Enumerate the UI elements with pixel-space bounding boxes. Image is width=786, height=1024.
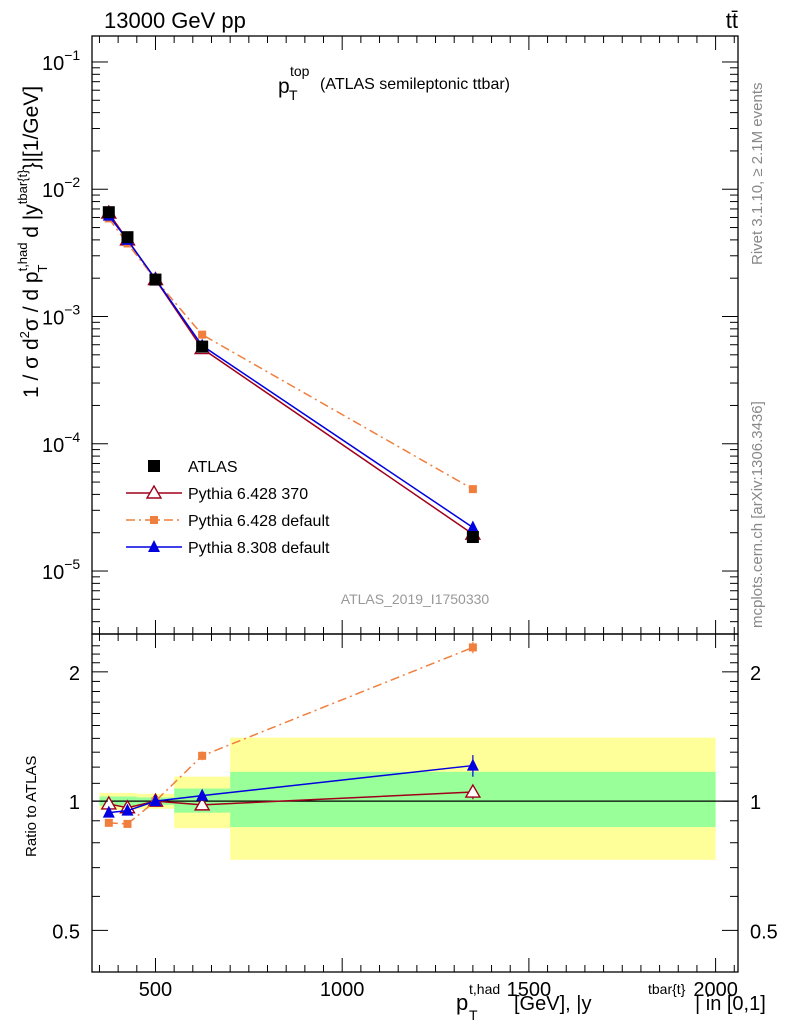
xlabel-sub: T [469,1007,478,1023]
xlabel-sup2: tbar{t} [648,981,686,997]
ylabel-sub-T: T [35,265,50,273]
rivet-label: Rivet 3.1.10, ≥ 2.1M events [749,83,766,266]
main-ytick-label-2: 10−3 [42,302,80,330]
ratio-point-1-0 [104,818,113,827]
main-ytick-label-1: 10−2 [42,174,80,202]
main-point-2-4 [468,485,477,494]
ratio-point-2-1 [121,803,134,816]
ylabel-c: d |y [20,204,43,244]
main-point-0-2 [149,273,162,286]
ratio-ytick-label-2: 0.5 [52,921,80,943]
ratio-point-2-4 [466,758,479,771]
main-ytick-label-4: 10−5 [42,556,80,584]
ylabel-b: σ / d p [20,271,43,331]
title-sup: top [290,63,310,79]
legend: ATLAS Pythia 6.428 370 Pythia 6.428 defaul… [126,459,330,557]
ratio-point-2-3 [196,788,209,801]
legend-label-3: Pythia 8.308 default [188,540,330,557]
main-point-0-0 [102,206,115,219]
ratio-point-2-2 [149,794,162,807]
main-line-2 [108,217,474,490]
title-rest: (ATLAS semileptonic ttbar) [320,76,510,93]
ratio-uncertainty-bands [99,737,716,860]
main-point-0-4 [466,531,479,544]
xlabel-sup: t,had [469,981,500,997]
ylabel-sup-tbar: tbar{t} [15,169,30,204]
ylabel-a: 1 / σ d [20,338,43,398]
legend-marker-1 [145,484,163,499]
title-p: p [278,75,290,98]
ratio-y-axis-label: Ratio to ATLAS [23,756,40,857]
legend-entry-3: Pythia 8.308 default [126,540,330,557]
legend-entry-1: Pythia 6.428 370 [126,484,308,503]
ylabel-sup2: 2 [17,331,32,338]
xtick-label-1: 1000 [320,979,365,1001]
ratio-series [100,641,482,828]
legend-entry-2: Pythia 6.428 default [126,513,330,530]
ratio-ytick-label-r-1: 1 [750,792,761,814]
legend-label-1: Pythia 6.428 370 [188,486,308,503]
legend-entry-0: ATLAS [148,459,238,476]
main-point-0-1 [121,231,134,244]
title-sub: T [289,87,298,103]
chart-title: p T top (ATLAS semileptonic ttbar) [278,63,510,103]
main-point-0-3 [196,340,209,353]
ratio-point-0-3 [193,796,211,811]
ratio-ytick-label-r-2: 0.5 [750,921,778,943]
header-right: tt̄ [726,8,738,33]
ratio-ytick-label-r-0: 2 [750,663,761,685]
plot-frames [91,35,739,973]
ratio-ytick-label-0: 2 [69,663,80,685]
analysis-label: ATLAS_2019_I1750330 [341,591,490,607]
legend-marker-2 [150,516,158,524]
xtick-label-3: 2000 [693,979,738,1001]
ratio-point-0-4 [464,783,482,798]
ratio-series-2 [102,755,479,818]
axis-ticks: 10−1 10−2 10−3 10−4 10−5 500 1000 1500 2000 2 2 1 1 0… [42,36,778,1001]
main-point-2-3 [198,330,207,339]
main-line-3 [108,215,474,529]
ratio-point-1-3 [198,751,207,760]
legend-label-0: ATLAS [188,459,238,476]
ylabel-sup-thad: t,had [15,243,30,272]
xtick-label-2: 1500 [507,979,552,1001]
ratio-line-1 [108,646,474,825]
main-point-3-4 [466,520,479,533]
legend-marker-0 [148,460,160,472]
xtick-label-0: 500 [139,979,172,1001]
xlabel-end: | in [0,1] [695,993,766,1015]
main-series [100,204,482,544]
main-y-axis-label: 1 / σ d2σ / d pt,had T d |ytbar{t}}|[1/Ge… [15,86,50,398]
ratio-frame [91,633,739,973]
ratio-ytick-label-1: 1 [69,792,80,814]
main-series-2 [104,214,477,494]
ylabel-d: }|[1/GeV] [20,86,43,170]
main-ytick-label-3: 10−4 [42,429,80,457]
ratio-point-1-1 [123,819,132,828]
ratio-point-2-0 [102,805,115,818]
mcplots-label: mcplots.cern.ch [arXiv:1306.3436] [749,401,766,628]
x-axis-label: p T t,had [GeV], |y tbar{t} | in [0,1] [456,981,766,1023]
main-series-0 [102,206,479,544]
xlabel-mid: [GeV], |y [514,993,591,1015]
xlabel-p: p [456,990,468,1015]
header-left: 13000 GeV pp [104,8,246,33]
ratio-point-1-4 [468,643,477,652]
main-ytick-label-0: 10−1 [42,47,80,75]
legend-label-2: Pythia 6.428 default [188,513,330,530]
main-series-3 [102,208,479,533]
legend-marker-3 [148,540,160,552]
